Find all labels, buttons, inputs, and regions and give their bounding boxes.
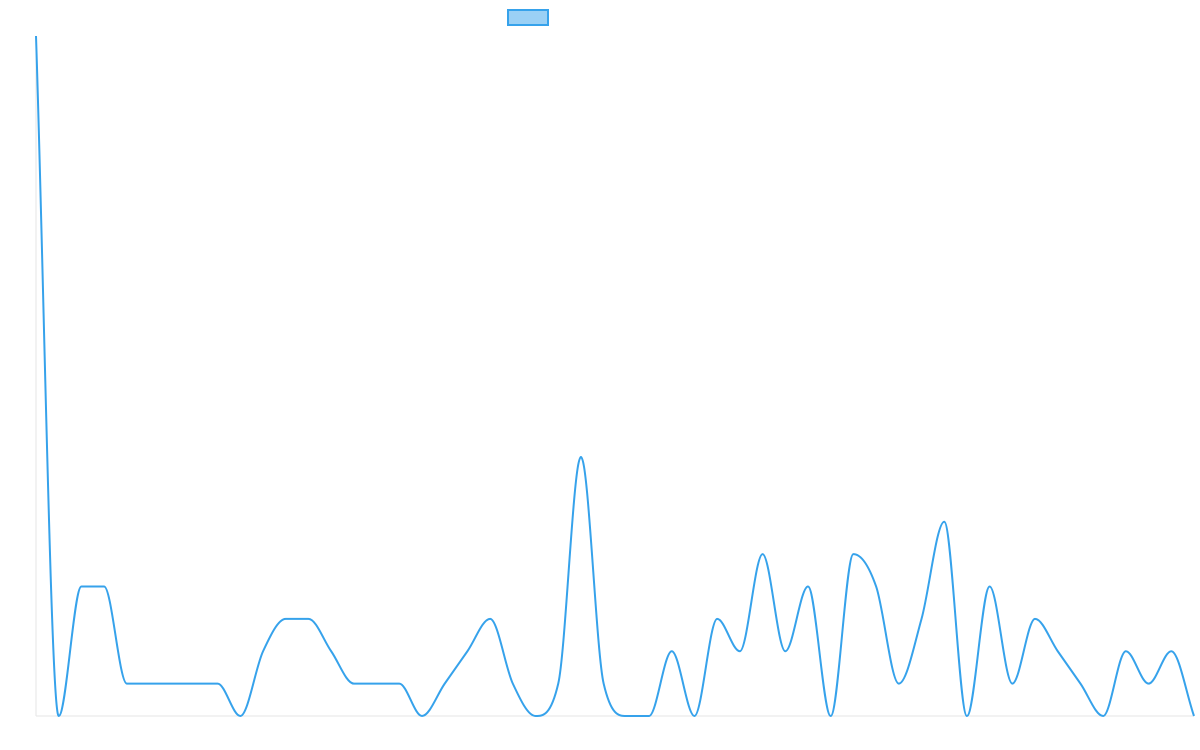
data-point[interactable] bbox=[100, 582, 108, 590]
data-point[interactable] bbox=[304, 615, 312, 623]
data-point[interactable] bbox=[123, 680, 131, 688]
data-point[interactable] bbox=[1190, 712, 1198, 720]
data-point[interactable] bbox=[191, 680, 199, 688]
data-point[interactable] bbox=[1008, 680, 1016, 688]
data-point[interactable] bbox=[259, 647, 267, 655]
data-point[interactable] bbox=[168, 680, 176, 688]
data-point[interactable] bbox=[373, 680, 381, 688]
data-point[interactable] bbox=[509, 680, 517, 688]
data-point[interactable] bbox=[736, 647, 744, 655]
data-point[interactable] bbox=[781, 647, 789, 655]
data-point[interactable] bbox=[963, 712, 971, 720]
data-point[interactable] bbox=[1167, 647, 1175, 655]
data-point[interactable] bbox=[986, 582, 994, 590]
data-point[interactable] bbox=[713, 615, 721, 623]
data-point[interactable] bbox=[395, 680, 403, 688]
data-point[interactable] bbox=[940, 518, 948, 526]
data-point[interactable] bbox=[1031, 615, 1039, 623]
data-point[interactable] bbox=[1122, 647, 1130, 655]
data-point[interactable] bbox=[804, 582, 812, 590]
data-point[interactable] bbox=[1054, 647, 1062, 655]
legend[interactable] bbox=[507, 9, 549, 26]
data-point[interactable] bbox=[554, 680, 562, 688]
data-point[interactable] bbox=[282, 615, 290, 623]
data-point[interactable] bbox=[577, 453, 585, 461]
data-point[interactable] bbox=[236, 712, 244, 720]
data-point[interactable] bbox=[849, 550, 857, 558]
series-line-0 bbox=[35, 35, 1195, 717]
series-layer bbox=[32, 32, 1198, 720]
data-point[interactable] bbox=[55, 712, 63, 720]
data-point[interactable] bbox=[327, 647, 335, 655]
data-point[interactable] bbox=[532, 712, 540, 720]
data-point[interactable] bbox=[1145, 680, 1153, 688]
data-point[interactable] bbox=[1099, 712, 1107, 720]
data-point[interactable] bbox=[418, 712, 426, 720]
data-point[interactable] bbox=[32, 32, 40, 40]
axes bbox=[35, 36, 1194, 717]
data-point[interactable] bbox=[827, 712, 835, 720]
data-point[interactable] bbox=[622, 712, 630, 720]
data-point[interactable] bbox=[486, 615, 494, 623]
data-point[interactable] bbox=[759, 550, 767, 558]
data-point[interactable] bbox=[645, 712, 653, 720]
data-point[interactable] bbox=[1076, 680, 1084, 688]
data-point[interactable] bbox=[77, 582, 85, 590]
data-point[interactable] bbox=[146, 680, 154, 688]
legend-swatch-0[interactable] bbox=[507, 9, 549, 26]
data-point[interactable] bbox=[918, 615, 926, 623]
data-point[interactable] bbox=[441, 680, 449, 688]
data-point[interactable] bbox=[600, 680, 608, 688]
data-point[interactable] bbox=[668, 647, 676, 655]
data-point[interactable] bbox=[214, 680, 222, 688]
data-point[interactable] bbox=[872, 582, 880, 590]
data-point[interactable] bbox=[895, 680, 903, 688]
data-point[interactable] bbox=[690, 712, 698, 720]
data-point[interactable] bbox=[463, 647, 471, 655]
data-point[interactable] bbox=[350, 680, 358, 688]
